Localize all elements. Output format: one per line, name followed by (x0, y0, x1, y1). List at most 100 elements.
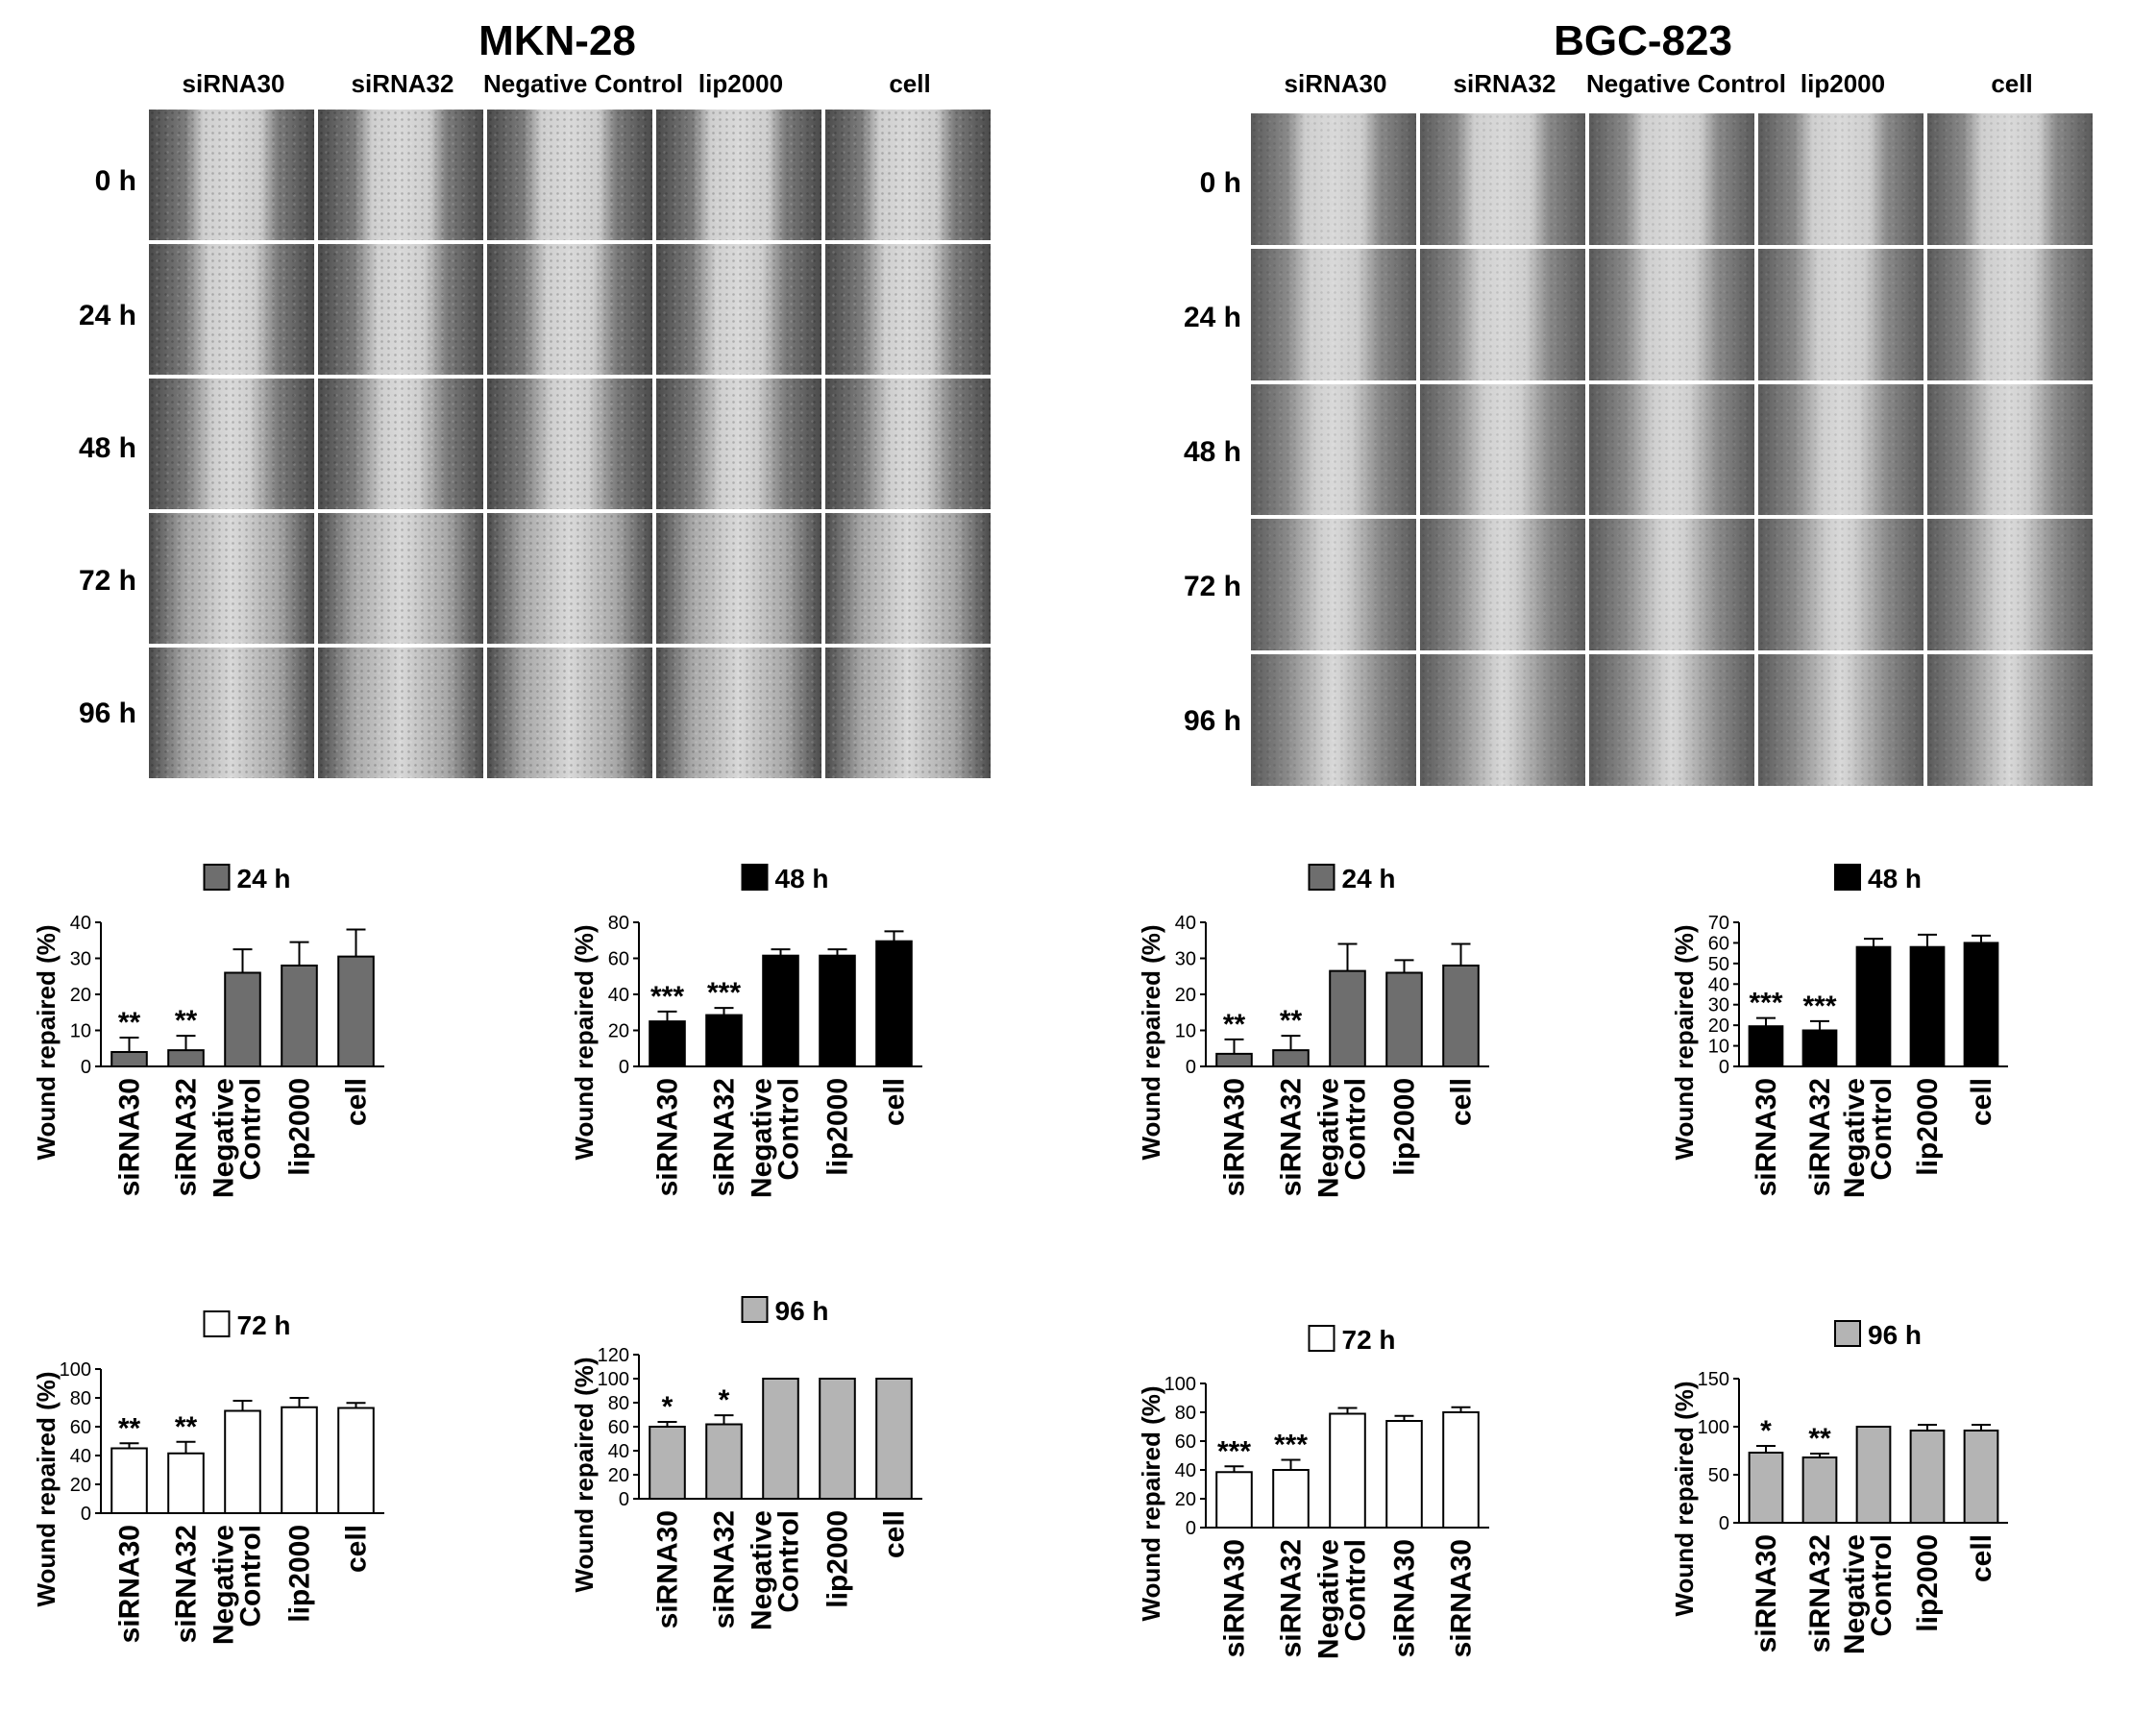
micrograph-tile (149, 379, 314, 509)
panel-title-mkn28: MKN-28 (478, 17, 636, 64)
x-tick-label: cell (341, 1525, 373, 1573)
y-tick-label: 20 (70, 1475, 91, 1496)
legend-swatch (203, 1310, 231, 1337)
bar (1748, 1452, 1784, 1524)
x-tick-text: NegativeControl (747, 1510, 805, 1630)
y-axis-label: Wound repaired (%) (1137, 924, 1165, 1160)
micrograph-tile (1251, 113, 1416, 245)
micrograph-tile (487, 648, 652, 778)
row-header: 48 h (78, 432, 136, 464)
x-tick-text: cell (1446, 1078, 1478, 1126)
x-tick-text: siRNA32 (171, 1525, 203, 1643)
x-tick-text: cell (879, 1510, 911, 1558)
y-tick-label: 0 (81, 1504, 91, 1525)
y-axis-label: Wound repaired (%) (1137, 1385, 1165, 1621)
y-axis-label: Wound repaired (%) (570, 1357, 599, 1592)
significance-label: ** (118, 1412, 141, 1444)
y-tick-label: 40 (1708, 974, 1729, 995)
bar (819, 954, 856, 1067)
x-tick-label: NegativeControl (208, 1525, 267, 1645)
y-tick-label: 100 (598, 1369, 629, 1390)
x-tick-text: NegativeControl (1839, 1534, 1898, 1654)
x-tick-label: siRNA30 (1389, 1539, 1421, 1657)
micrograph-tile (487, 110, 652, 240)
x-tick-label: cell (879, 1078, 911, 1126)
x-tick-text: cell (1966, 1534, 1997, 1582)
col-header: siRNA30 (1284, 69, 1387, 98)
x-tick-text: siRNA32 (1276, 1539, 1308, 1657)
micrograph-tile (825, 244, 991, 375)
x-tick-text: siRNA30 (1389, 1539, 1421, 1657)
micrograph-tile (487, 244, 652, 375)
x-tick-text: lip2000 (284, 1525, 316, 1623)
bar (1272, 1469, 1310, 1529)
x-tick-label: siRNA32 (1804, 1534, 1836, 1652)
y-tick-label: 10 (70, 1021, 91, 1042)
y-tick-label: 40 (1175, 913, 1196, 934)
micrograph-tile (656, 513, 821, 644)
x-tick-text: lip2000 (284, 1078, 316, 1176)
y-tick-label: 0 (1719, 1057, 1729, 1078)
row-header: 72 h (1183, 571, 1241, 602)
bar (875, 1378, 913, 1500)
x-tick-label: siRNA30 (1446, 1539, 1478, 1657)
micrograph-tile (1927, 113, 2093, 245)
legend: 48 h (741, 864, 829, 893)
significance-label: ** (175, 1005, 198, 1037)
bar (1329, 1412, 1366, 1529)
y-tick-label: 150 (1698, 1369, 1729, 1390)
y-tick-label: 60 (70, 1417, 91, 1438)
significance-label: *** (707, 977, 741, 1009)
x-tick-text: siRNA30 (114, 1078, 146, 1196)
y-tick-label: 40 (608, 1441, 629, 1462)
significance-label: ** (1280, 1005, 1303, 1037)
y-tick-label: 50 (1708, 1465, 1729, 1486)
bar (705, 1423, 743, 1500)
x-tick-text: cell (879, 1078, 911, 1126)
x-tick-text: siRNA30 (1446, 1539, 1478, 1657)
micrograph-grid-bgc823 (1251, 113, 2093, 786)
y-tick-label: 100 (1164, 1374, 1196, 1395)
micrograph-tile (1758, 654, 1923, 786)
legend-swatch (203, 864, 231, 891)
x-tick-label: NegativeControl (1839, 1078, 1898, 1198)
legend-swatch (741, 864, 769, 891)
x-tick-label: siRNA32 (1804, 1078, 1836, 1196)
micrograph-tile (1251, 383, 1416, 516)
y-tick-label: 10 (1175, 1021, 1196, 1042)
legend-label: 24 h (237, 864, 291, 893)
bar (1801, 1456, 1838, 1524)
x-tick-text: lip2000 (1912, 1534, 1944, 1632)
significance-label: *** (1274, 1430, 1308, 1461)
y-axis-label: Wound repaired (%) (1670, 924, 1699, 1160)
x-tick-text: siRNA30 (1751, 1534, 1782, 1652)
row-header: 96 h (1183, 705, 1241, 737)
x-tick-text: lip2000 (1912, 1078, 1944, 1176)
y-tick-label: 70 (1708, 913, 1729, 934)
micrograph-tile (1758, 248, 1923, 380)
row-header: 24 h (78, 300, 136, 331)
bar (649, 1020, 686, 1067)
bar (649, 1426, 686, 1500)
micrograph-tile (1420, 113, 1585, 245)
bar (1442, 1411, 1480, 1529)
significance-label: *** (1217, 1435, 1251, 1467)
legend-swatch (1308, 1325, 1335, 1352)
x-tick-text: cell (1966, 1078, 1997, 1126)
y-axis-label: Wound repaired (%) (570, 924, 599, 1160)
bar (1272, 1049, 1310, 1067)
x-tick-label: siRNA32 (171, 1525, 203, 1643)
col-header: lip2000 (1800, 69, 1886, 98)
micrograph-tile (318, 648, 483, 778)
micrograph-tile (1758, 519, 1923, 651)
micrograph-tile (1589, 519, 1754, 651)
y-tick-label: 0 (81, 1057, 91, 1078)
x-tick-label: siRNA32 (1276, 1078, 1308, 1196)
row-header: 48 h (1183, 436, 1241, 468)
bar (281, 965, 318, 1067)
bar (1801, 1029, 1838, 1067)
micrograph-tile (1589, 113, 1754, 245)
col-header: Negative Control (482, 69, 684, 98)
micrograph-tile (1420, 248, 1585, 380)
y-tick-label: 80 (1175, 1403, 1196, 1424)
